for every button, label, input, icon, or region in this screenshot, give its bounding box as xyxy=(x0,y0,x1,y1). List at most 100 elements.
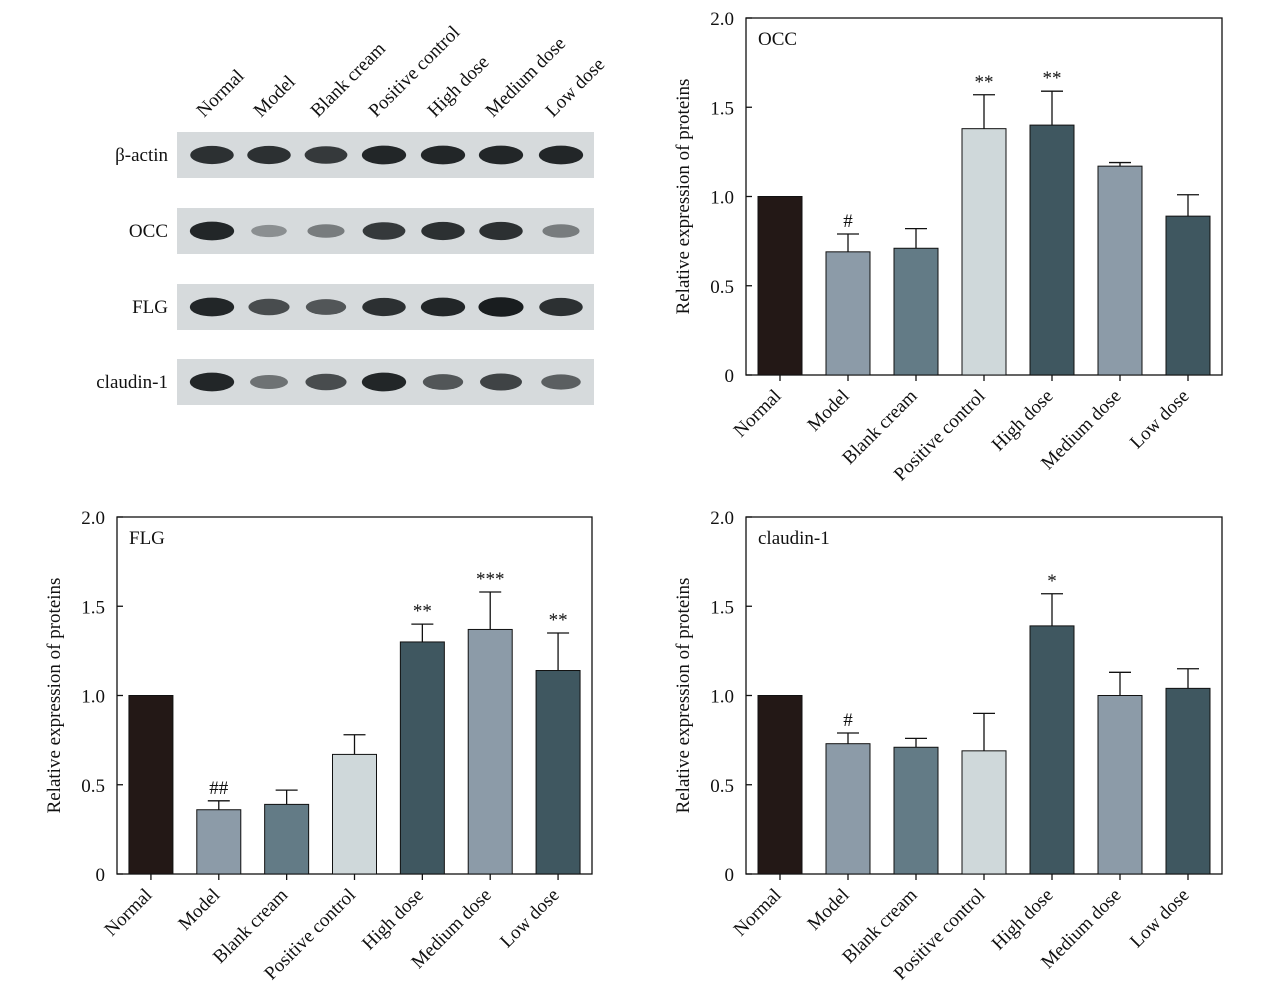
bar-high-dose xyxy=(399,641,445,875)
blot-band-claudin-1-normal xyxy=(189,372,235,392)
blot-band-occ-normal xyxy=(189,221,235,241)
bar-positive-control xyxy=(332,753,377,875)
y-tick-label: 0 xyxy=(96,865,106,886)
bar-low-dose xyxy=(1165,687,1211,875)
blot-band-claudin-1-medium-dose xyxy=(480,373,522,391)
bar-normal xyxy=(757,196,803,376)
blot-lane-label-model: Model xyxy=(250,72,300,122)
y-tick-label: 1.0 xyxy=(710,687,734,708)
x-tick-label-low-dose: Low dose xyxy=(496,885,563,952)
y-axis-label: Relative expression of proteins xyxy=(673,578,694,814)
x-tick-label-normal: Normal xyxy=(730,885,786,941)
y-tick-label: 0.5 xyxy=(710,277,734,298)
claudin1-bar-chart: 0 0.5 1.0 1.5 2.0 Relative expression of prot… xyxy=(673,508,1223,984)
blot-band-occ-model xyxy=(251,224,287,238)
bar-normal xyxy=(128,695,174,875)
blot-band-claudin-1-positive-control xyxy=(361,372,407,392)
bar-medium-dose xyxy=(1097,695,1143,875)
blot-band-flg-model xyxy=(248,298,290,316)
significance-mark-high-dose: ** xyxy=(1043,68,1062,89)
bar-low-dose xyxy=(535,670,581,875)
blot-band-flg-positive-control xyxy=(362,297,406,317)
bar-blank-cream xyxy=(893,247,939,376)
y-tick-label: 1.5 xyxy=(710,98,734,119)
y-tick-label: 1.0 xyxy=(710,188,734,209)
blot-band-occ-blank-cream xyxy=(307,224,345,238)
bar-model xyxy=(825,251,871,376)
significance-mark-low-dose: ** xyxy=(549,610,568,631)
significance-mark-high-dose: * xyxy=(1047,571,1057,592)
significance-mark-model: # xyxy=(843,710,853,731)
blot-band-flg-medium-dose xyxy=(478,297,524,317)
y-tick-label: 0.5 xyxy=(710,776,734,797)
x-tick-label-model: Model xyxy=(174,885,224,935)
y-tick-label: 2.0 xyxy=(710,508,734,529)
significance-mark-positive-control: ** xyxy=(975,72,994,93)
blot-band-occ-low-dose xyxy=(542,224,580,238)
blot-band-actin-positive-control xyxy=(361,145,407,165)
y-tick-label: 1.5 xyxy=(710,597,734,618)
bar-high-dose xyxy=(1029,625,1075,875)
blot-band-actin-model xyxy=(247,145,291,165)
blot-band-actin-high-dose xyxy=(420,145,466,165)
y-axis-label: Relative expression of proteins xyxy=(673,79,694,315)
flg-bar-chart: 0 0.5 1.0 1.5 2.0 Relative expression of prot… xyxy=(44,508,593,984)
significance-mark-model: # xyxy=(843,211,853,232)
blot-row-label-occ: OCC xyxy=(129,221,168,242)
bar-normal xyxy=(757,695,803,875)
bar-medium-dose xyxy=(1097,165,1143,376)
bar-positive-control xyxy=(961,750,1007,875)
blot-band-flg-normal xyxy=(189,297,235,317)
x-tick-label-low-dose: Low dose xyxy=(1126,885,1193,952)
bar-model xyxy=(825,743,871,875)
blot-band-flg-high-dose xyxy=(420,297,466,317)
x-tick-label-high-dose: High dose xyxy=(358,885,428,955)
y-tick-label: 2.0 xyxy=(710,9,734,30)
blot-band-actin-medium-dose xyxy=(478,145,524,165)
x-tick-label-low-dose: Low dose xyxy=(1126,386,1193,453)
blot-row-label-claudin-1: claudin-1 xyxy=(96,372,168,393)
x-tick-label-normal: Normal xyxy=(730,386,786,442)
blot-band-flg-blank-cream xyxy=(305,299,347,315)
y-tick-label: 1.0 xyxy=(81,687,105,708)
x-tick-label-high-dose: High dose xyxy=(988,885,1058,955)
y-tick-label: 0 xyxy=(725,366,735,387)
y-tick-label: 0 xyxy=(725,865,735,886)
blot-row-label-flg: FLG xyxy=(132,297,168,318)
occ-bar-chart: 0 0.5 1.0 1.5 2.0 Relative expression of prot… xyxy=(673,9,1223,485)
blot-band-claudin-1-blank-cream xyxy=(305,373,347,391)
significance-mark-high-dose: ** xyxy=(413,601,432,622)
x-tick-label-normal: Normal xyxy=(101,885,157,941)
chart-title: claudin-1 xyxy=(758,528,830,549)
bar-positive-control xyxy=(961,128,1007,376)
blot-lane-label-normal: Normal xyxy=(193,66,249,122)
chart-title: FLG xyxy=(129,528,165,549)
bar-blank-cream xyxy=(893,746,939,875)
bar-high-dose xyxy=(1029,124,1075,376)
blot-band-actin-blank-cream xyxy=(304,146,348,164)
blot-row-label-actin: β-actin xyxy=(115,145,168,166)
blot-band-occ-high-dose xyxy=(421,221,465,241)
blot-band-claudin-1-high-dose xyxy=(422,374,464,390)
bar-blank-cream xyxy=(264,803,310,875)
bar-model xyxy=(196,809,242,875)
x-tick-label-high-dose: High dose xyxy=(988,386,1058,456)
y-axis-label: Relative expression of proteins xyxy=(44,578,65,814)
significance-mark-medium-dose: *** xyxy=(476,569,505,590)
y-tick-label: 0.5 xyxy=(81,776,105,797)
blot-band-claudin-1-low-dose xyxy=(541,374,581,390)
blot-band-flg-low-dose xyxy=(539,297,583,317)
blot-band-actin-normal xyxy=(190,145,234,165)
y-tick-label: 2.0 xyxy=(81,508,105,529)
significance-mark-model: ## xyxy=(209,778,229,799)
y-tick-label: 1.5 xyxy=(81,597,105,618)
blot-band-occ-medium-dose xyxy=(479,221,523,241)
blot-band-occ-positive-control xyxy=(362,222,406,240)
x-tick-label-model: Model xyxy=(804,386,854,436)
bar-medium-dose xyxy=(467,628,513,875)
blot-band-claudin-1-model xyxy=(250,375,288,389)
blot-band-actin-low-dose xyxy=(538,145,584,165)
bar-low-dose xyxy=(1165,215,1211,376)
x-tick-label-model: Model xyxy=(804,885,854,935)
